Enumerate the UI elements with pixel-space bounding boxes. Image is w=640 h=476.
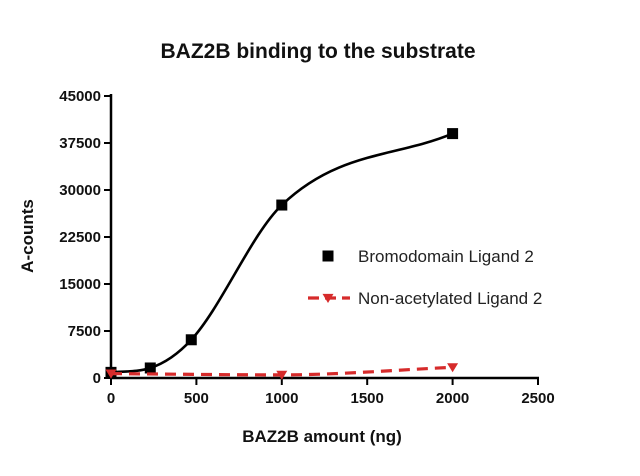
series-1: [105, 363, 459, 380]
y-tick-label: 7500: [68, 323, 101, 340]
data-point: [144, 362, 156, 374]
y-tick-label: 15000: [59, 276, 101, 293]
y-tick-label: 22500: [59, 229, 101, 246]
y-tick-label: 30000: [59, 182, 101, 199]
legend: Bromodomain Ligand 2 Non-acetylated Ligan…: [308, 247, 542, 308]
legend-label: Bromodomain Ligand 2: [358, 247, 534, 266]
x-tick-label: 1500: [351, 390, 384, 407]
data-point: [105, 369, 117, 379]
x-tick-label: 500: [184, 390, 209, 407]
y-tick-label: 37500: [59, 135, 101, 152]
x-tick-label: 0: [107, 390, 115, 407]
data-point: [447, 363, 459, 373]
x-tick-label: 1000: [265, 390, 298, 407]
legend-label: Non-acetylated Ligand 2: [358, 289, 542, 308]
x-tick-label: 2000: [436, 390, 469, 407]
y-tick-label: 45000: [59, 88, 101, 105]
data-point: [185, 334, 197, 346]
x-axis-title: BAZ2B amount (ng): [242, 427, 402, 446]
series-layer: [105, 128, 459, 380]
data-point: [276, 199, 288, 211]
legend-marker: [322, 293, 334, 303]
chart-title: BAZ2B binding to the substrate: [161, 40, 476, 63]
legend-marker: [322, 250, 334, 262]
x-tick-label: 2500: [521, 390, 554, 407]
axes: 0 7500 15000 22500 30000 37500 45000 0 500 1000 15…: [59, 88, 554, 407]
data-point: [276, 370, 288, 380]
y-axis-title: A-counts: [18, 199, 37, 273]
data-point: [447, 128, 459, 140]
y-tick-label: 0: [93, 370, 101, 387]
